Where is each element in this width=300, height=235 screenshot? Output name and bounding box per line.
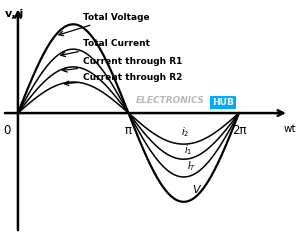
Text: v, i: v, i [4, 9, 23, 19]
Text: 0: 0 [3, 124, 10, 137]
Text: HUB: HUB [212, 98, 234, 107]
Text: Total Current: Total Current [61, 39, 150, 57]
Text: ELECTRONICS: ELECTRONICS [136, 96, 205, 105]
Text: π: π [125, 124, 132, 137]
Text: $i_2$: $i_2$ [181, 126, 189, 140]
Text: Current through R2: Current through R2 [64, 73, 182, 86]
Text: $V$: $V$ [192, 183, 203, 195]
Text: $I_T$: $I_T$ [188, 159, 197, 173]
Text: Total Voltage: Total Voltage [59, 13, 150, 36]
Text: $i_1$: $i_1$ [184, 143, 193, 157]
Text: wt: wt [284, 124, 296, 134]
Text: Current through R1: Current through R1 [62, 57, 182, 72]
Text: 2π: 2π [232, 124, 246, 137]
